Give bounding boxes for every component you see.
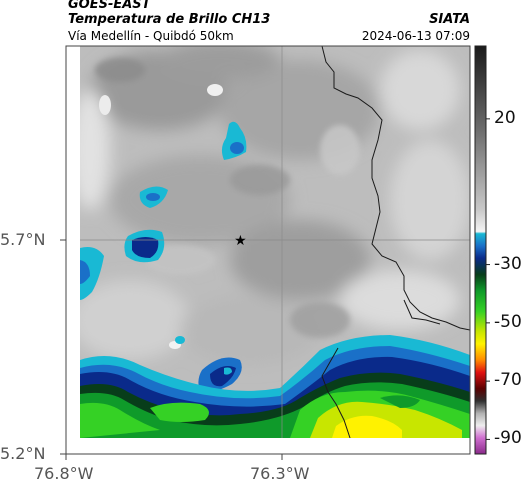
product-title: Temperatura de Brillo CH13: [68, 12, 271, 27]
boundary-lines: [321, 46, 470, 454]
location-star-icon: ★: [234, 233, 247, 249]
lon-label-76.3: 76.3°W: [250, 464, 310, 483]
datetime-label: 2024-06-13 07:09: [361, 29, 470, 43]
colorbar: [474, 45, 490, 455]
brightness-temperature-field: [70, 46, 470, 438]
colorbar-tick-20: 20: [494, 107, 516, 128]
colorbar-tick-neg70: -70: [494, 370, 522, 391]
colorbar-tick-neg90: -90: [494, 428, 522, 449]
map-frame: [65, 45, 471, 455]
lat-label-5.2: 5.2°N: [0, 444, 46, 463]
organization-label: SIATA: [429, 12, 470, 27]
region-label: Vía Medellín - Quibdó 50km: [68, 29, 234, 43]
colorbar-tick-neg50: -50: [494, 311, 522, 332]
lon-label-76.8: 76.8°W: [34, 464, 94, 483]
satellite-title: GOES-EAST: [68, 0, 151, 12]
colorbar-tick-neg30: -30: [494, 253, 522, 274]
lat-label-5.7: 5.7°N: [0, 230, 46, 249]
axis-ticks: [60, 239, 283, 460]
